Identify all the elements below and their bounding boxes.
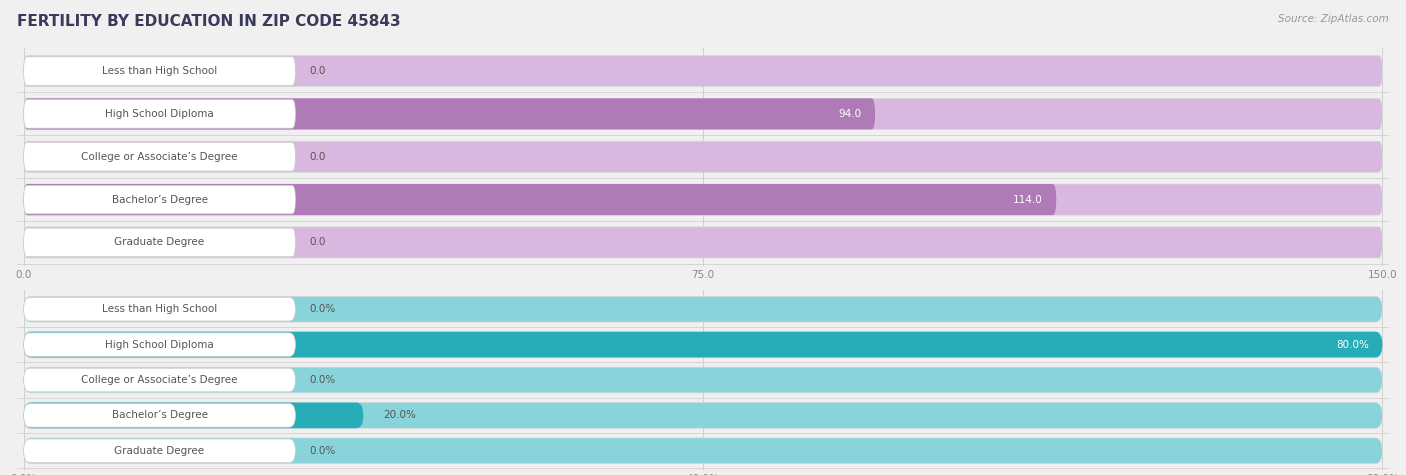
Text: Bachelor’s Degree: Bachelor’s Degree bbox=[111, 410, 208, 420]
Text: 0.0: 0.0 bbox=[309, 152, 325, 162]
Text: 94.0: 94.0 bbox=[838, 109, 862, 119]
FancyBboxPatch shape bbox=[24, 228, 295, 256]
Text: 0.0%: 0.0% bbox=[309, 446, 335, 456]
FancyBboxPatch shape bbox=[24, 402, 1382, 428]
FancyBboxPatch shape bbox=[24, 141, 1382, 172]
FancyBboxPatch shape bbox=[24, 297, 295, 321]
FancyBboxPatch shape bbox=[24, 227, 1382, 258]
FancyBboxPatch shape bbox=[24, 98, 875, 130]
FancyBboxPatch shape bbox=[24, 438, 1382, 464]
Text: FERTILITY BY EDUCATION IN ZIP CODE 45843: FERTILITY BY EDUCATION IN ZIP CODE 45843 bbox=[17, 14, 401, 29]
Text: 0.0: 0.0 bbox=[309, 66, 325, 76]
Text: 0.0%: 0.0% bbox=[309, 375, 335, 385]
FancyBboxPatch shape bbox=[24, 296, 1382, 322]
Text: High School Diploma: High School Diploma bbox=[105, 340, 214, 350]
Text: Graduate Degree: Graduate Degree bbox=[114, 238, 205, 247]
FancyBboxPatch shape bbox=[24, 56, 1382, 86]
Text: 0.0%: 0.0% bbox=[309, 304, 335, 314]
FancyBboxPatch shape bbox=[24, 184, 1056, 215]
FancyBboxPatch shape bbox=[24, 368, 295, 392]
Text: 0.0: 0.0 bbox=[309, 238, 325, 247]
FancyBboxPatch shape bbox=[24, 439, 295, 463]
FancyBboxPatch shape bbox=[24, 142, 295, 171]
FancyBboxPatch shape bbox=[24, 404, 295, 427]
FancyBboxPatch shape bbox=[24, 184, 1382, 215]
Text: Less than High School: Less than High School bbox=[101, 304, 217, 314]
FancyBboxPatch shape bbox=[24, 100, 295, 128]
Text: College or Associate’s Degree: College or Associate’s Degree bbox=[82, 152, 238, 162]
Text: Bachelor’s Degree: Bachelor’s Degree bbox=[111, 195, 208, 205]
FancyBboxPatch shape bbox=[24, 367, 1382, 393]
Text: 114.0: 114.0 bbox=[1012, 195, 1043, 205]
FancyBboxPatch shape bbox=[24, 333, 295, 356]
Text: College or Associate’s Degree: College or Associate’s Degree bbox=[82, 375, 238, 385]
Text: Source: ZipAtlas.com: Source: ZipAtlas.com bbox=[1278, 14, 1389, 24]
FancyBboxPatch shape bbox=[24, 57, 295, 86]
FancyBboxPatch shape bbox=[24, 402, 363, 428]
FancyBboxPatch shape bbox=[24, 185, 295, 214]
Text: Less than High School: Less than High School bbox=[101, 66, 217, 76]
Text: 80.0%: 80.0% bbox=[1336, 340, 1369, 350]
FancyBboxPatch shape bbox=[24, 332, 1382, 358]
Text: Graduate Degree: Graduate Degree bbox=[114, 446, 205, 456]
Text: High School Diploma: High School Diploma bbox=[105, 109, 214, 119]
Text: 20.0%: 20.0% bbox=[384, 410, 416, 420]
FancyBboxPatch shape bbox=[24, 98, 1382, 130]
FancyBboxPatch shape bbox=[24, 332, 1382, 358]
